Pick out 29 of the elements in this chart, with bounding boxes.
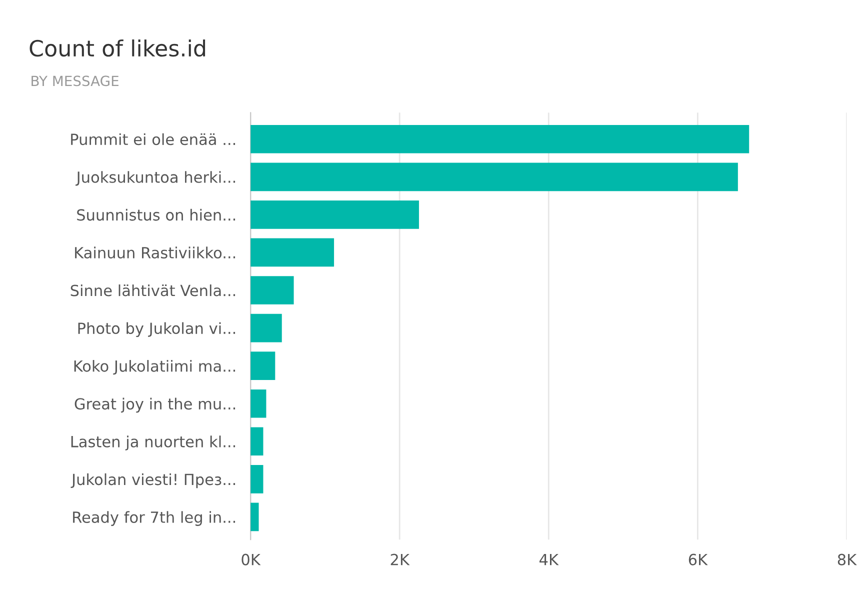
- bar: [250, 502, 259, 532]
- x-tick-label: 6K: [688, 554, 708, 566]
- y-tick-label: Jukolan viesti! През...: [70, 473, 236, 488]
- bar: [250, 389, 266, 418]
- bar: [250, 352, 276, 380]
- y-tick-label: Juoksukuntoa herki...: [76, 171, 236, 186]
- x-tick-label: 2K: [390, 554, 410, 566]
- y-tick-label: Lasten ja nuorten kl...: [71, 436, 236, 450]
- text: BY MESSAGE: [32, 76, 118, 86]
- bar: [250, 200, 419, 229]
- y-tick-label: Suunnistus on hien...: [77, 208, 236, 221]
- y-tick-label: Kainuun Rastiviikko...: [75, 246, 236, 258]
- bar: [250, 124, 750, 154]
- bar: [250, 276, 294, 304]
- x-tick-label: 0K: [242, 554, 261, 566]
- bar: [250, 314, 282, 342]
- bar: [250, 465, 264, 494]
- y-tick-label: Great joy in the mu...: [74, 398, 236, 413]
- x-tick-label: 4K: [540, 554, 559, 566]
- bar: [250, 238, 334, 267]
- y-tick-label: Pummit ei ole enää ...: [71, 133, 236, 146]
- y-tick-label: Photo by Jukolan vi...: [78, 322, 236, 338]
- y-tick-label: Sinne lähtivät Venla...: [70, 284, 236, 296]
- y-tick-label: Ready for 7th leg in...: [73, 511, 236, 526]
- x-tick-label: 8K: [838, 554, 857, 566]
- bar: [250, 427, 264, 456]
- bar: [250, 162, 738, 192]
- chart-title: Count of likes.id: [30, 39, 206, 57]
- y-tick-label: Koko Jukolatiimi ma...: [74, 360, 236, 375]
